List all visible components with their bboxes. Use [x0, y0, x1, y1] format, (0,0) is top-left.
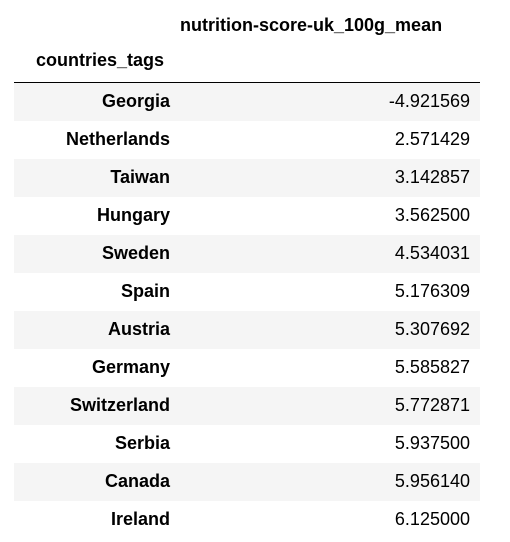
table-row: Austria 5.307692 — [14, 311, 480, 349]
row-score-value: 5.585827 — [180, 349, 480, 387]
header-row-columns: nutrition-score-uk_100g_mean — [14, 0, 480, 50]
table-row: Taiwan 3.142857 — [14, 159, 480, 197]
column-header-nutrition-score: nutrition-score-uk_100g_mean — [180, 0, 480, 50]
row-country-label: Netherlands — [14, 121, 180, 159]
table-row: Hungary 3.562500 — [14, 197, 480, 235]
table-row: Netherlands 2.571429 — [14, 121, 480, 159]
table-row: Switzerland 5.772871 — [14, 387, 480, 425]
dataframe-output: nutrition-score-uk_100g_mean countries_t… — [14, 0, 480, 539]
row-country-label: Switzerland — [14, 387, 180, 425]
row-score-value: 5.956140 — [180, 463, 480, 501]
row-score-value: -4.921569 — [180, 83, 480, 121]
table-row: Germany 5.585827 — [14, 349, 480, 387]
row-country-label: Germany — [14, 349, 180, 387]
table-row: Georgia -4.921569 — [14, 83, 480, 121]
header-blank-cell — [14, 0, 180, 50]
table-row: Sweden 4.534031 — [14, 235, 480, 273]
header-row-index-name: countries_tags — [14, 50, 480, 83]
row-score-value: 5.307692 — [180, 311, 480, 349]
row-country-label: Taiwan — [14, 159, 180, 197]
table-body: Georgia -4.921569 Netherlands 2.571429 T… — [14, 83, 480, 539]
row-country-label: Georgia — [14, 83, 180, 121]
table-row: Ireland 6.125000 — [14, 501, 480, 539]
row-score-value: 4.534031 — [180, 235, 480, 273]
table-row: Spain 5.176309 — [14, 273, 480, 311]
row-country-label: Canada — [14, 463, 180, 501]
row-score-value: 5.772871 — [180, 387, 480, 425]
row-score-value: 6.125000 — [180, 501, 480, 539]
dataframe-table: nutrition-score-uk_100g_mean countries_t… — [14, 0, 480, 539]
row-country-label: Spain — [14, 273, 180, 311]
row-score-value: 3.562500 — [180, 197, 480, 235]
row-country-label: Sweden — [14, 235, 180, 273]
row-score-value: 5.176309 — [180, 273, 480, 311]
table-header: nutrition-score-uk_100g_mean countries_t… — [14, 0, 480, 83]
table-row: Canada 5.956140 — [14, 463, 480, 501]
row-country-label: Hungary — [14, 197, 180, 235]
row-score-value: 3.142857 — [180, 159, 480, 197]
row-country-label: Serbia — [14, 425, 180, 463]
row-country-label: Ireland — [14, 501, 180, 539]
table-row: Serbia 5.937500 — [14, 425, 480, 463]
index-name-header: countries_tags — [14, 50, 180, 83]
row-score-value: 5.937500 — [180, 425, 480, 463]
row-score-value: 2.571429 — [180, 121, 480, 159]
row-country-label: Austria — [14, 311, 180, 349]
header-blank-cell — [180, 50, 480, 83]
